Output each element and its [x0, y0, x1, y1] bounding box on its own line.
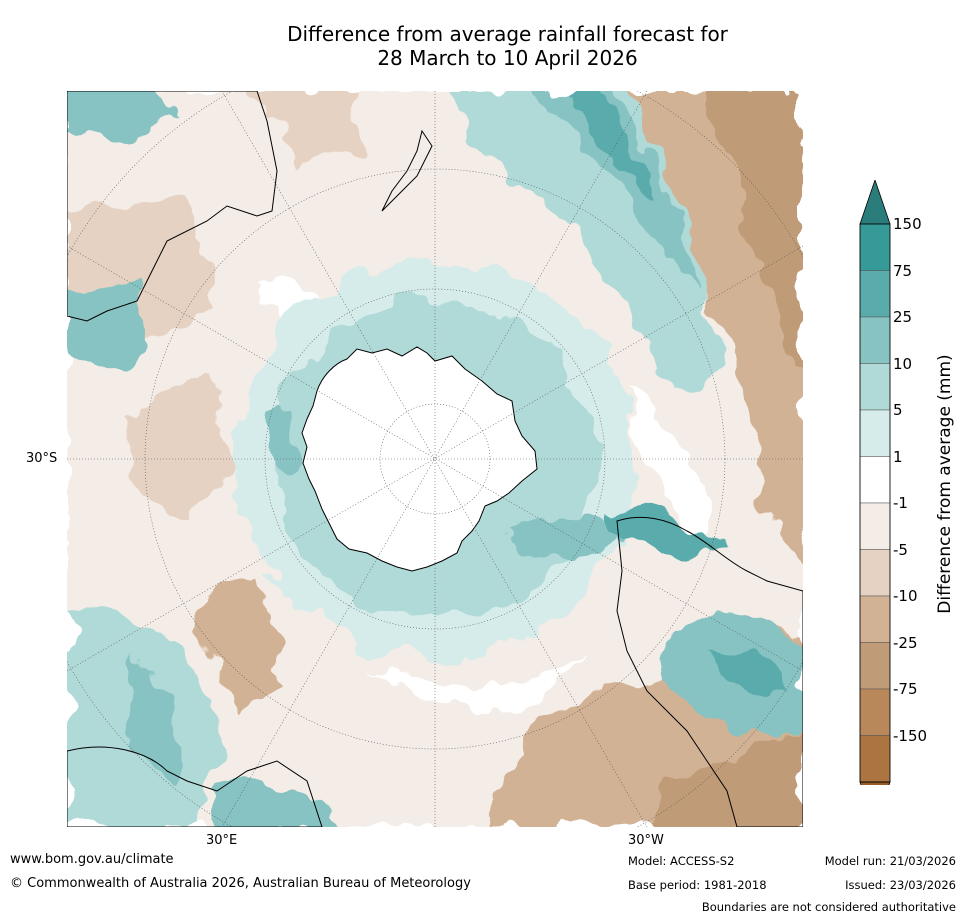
- colorbar-segment: [859, 270, 891, 318]
- map-svg: [67, 91, 803, 827]
- footer-model-run: Model run: 21/03/2026: [824, 854, 956, 868]
- colorbar-segment: [859, 363, 891, 411]
- colorbar-segment: [859, 409, 891, 457]
- colorbar-segment: [859, 642, 891, 690]
- colorbar-segment: [859, 549, 891, 597]
- antarctica-coastline: [301, 346, 538, 572]
- colorbar-segment: [859, 456, 891, 504]
- colorbar-extend-bottom: [859, 781, 891, 785]
- lat-label-30s: 30°S: [26, 451, 58, 466]
- colorbar-label: -1: [893, 494, 908, 512]
- lon-label-30e: 30°E: [206, 833, 238, 848]
- footer-disclaimer: Boundaries are not considered authoritat…: [701, 900, 956, 914]
- colorbar-segment: [859, 595, 891, 643]
- colorbar-label: -10: [893, 587, 918, 605]
- colorbar: [859, 180, 891, 785]
- australia-coastline: [67, 91, 278, 322]
- footer-url[interactable]: www.bom.gov.au/climate: [10, 852, 174, 867]
- colorbar-segment: [859, 735, 891, 783]
- colorbar-segment: [859, 223, 891, 271]
- colorbar-segment: [859, 688, 891, 736]
- footer-model: Model: ACCESS-S2: [628, 854, 735, 868]
- colorbar-label: -5: [893, 540, 908, 559]
- title-line-1: Difference from average rainfall forecas…: [287, 22, 728, 46]
- footer-base-period: Base period: 1981-2018: [628, 878, 767, 892]
- colorbar-extend-top: [859, 180, 891, 225]
- colorbar-label: 25: [893, 308, 913, 326]
- footer-copyright: © Commonwealth of Australia 2026, Austra…: [10, 876, 471, 891]
- colorbar-label: -75: [893, 680, 918, 698]
- south-america-coastline: [616, 516, 803, 827]
- footer-issued: Issued: 23/03/2026: [845, 878, 956, 892]
- lon-label-30w: 30°W: [628, 833, 664, 848]
- title-line-2: 28 March to 10 April 2026: [377, 46, 638, 70]
- new-zealand-coastline: [381, 129, 433, 212]
- colorbar-label: -25: [893, 633, 918, 652]
- colorbar-label: 1: [893, 447, 903, 466]
- colorbar-label: -150: [893, 726, 928, 745]
- colorbar-title: Difference from average (mm): [935, 354, 955, 614]
- colorbar-label: 150: [893, 215, 922, 233]
- rainfall-anomaly-map[interactable]: [67, 91, 803, 827]
- colorbar-label: 5: [893, 401, 903, 419]
- colorbar-outline: [859, 223, 891, 783]
- colorbar-label: 10: [893, 354, 913, 373]
- colorbar-label: 75: [893, 261, 913, 280]
- africa-coastline: [67, 746, 323, 827]
- colorbar-segment: [859, 502, 891, 550]
- colorbar-segment: [859, 316, 891, 364]
- graticule: [67, 91, 803, 827]
